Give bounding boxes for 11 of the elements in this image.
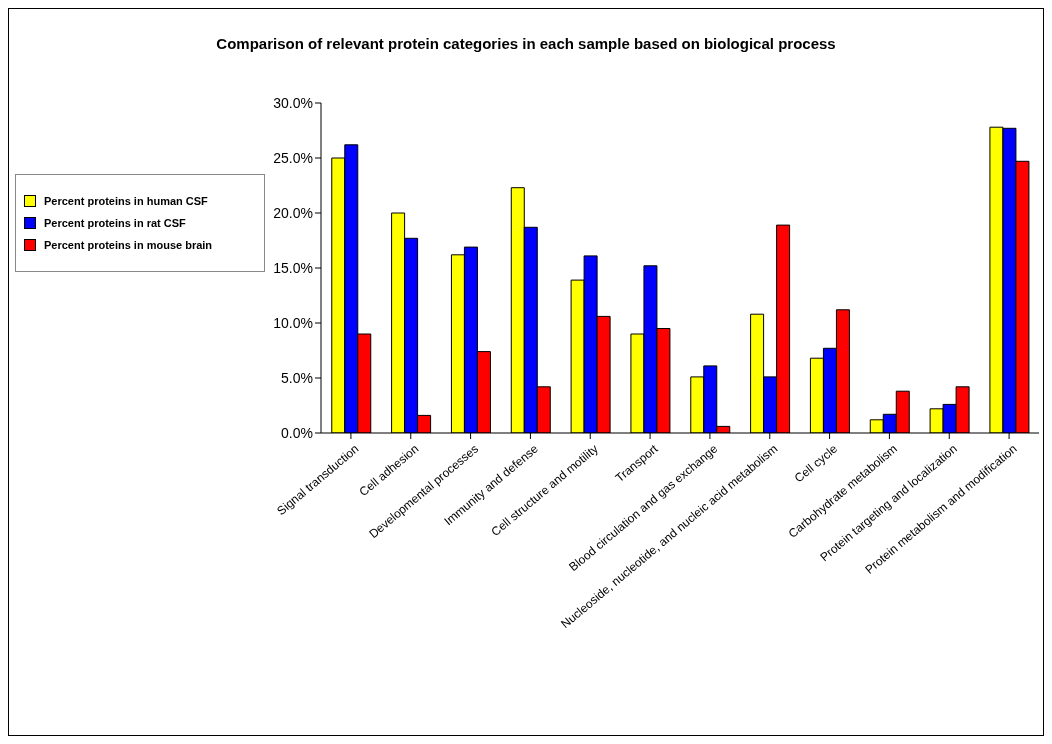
y-tick-label: 30.0% [273,94,313,111]
y-tick-label: 5.0% [281,369,313,386]
chart-title: Comparison of relevant protein categories in each sample based on biological process [215,35,837,52]
legend-label: Percent proteins in mouse brain [44,239,213,251]
legend-label: Percent proteins in rat CSF [44,217,186,229]
y-tick-label: 10.0% [273,314,313,331]
y-tick-label: 15.0% [273,259,313,276]
y-tick-label: 25.0% [273,149,313,166]
y-tick-label: 20.0% [273,204,313,221]
y-tick-label: 0.0% [281,424,313,441]
legend-label: Percent proteins in human CSF [44,195,208,207]
